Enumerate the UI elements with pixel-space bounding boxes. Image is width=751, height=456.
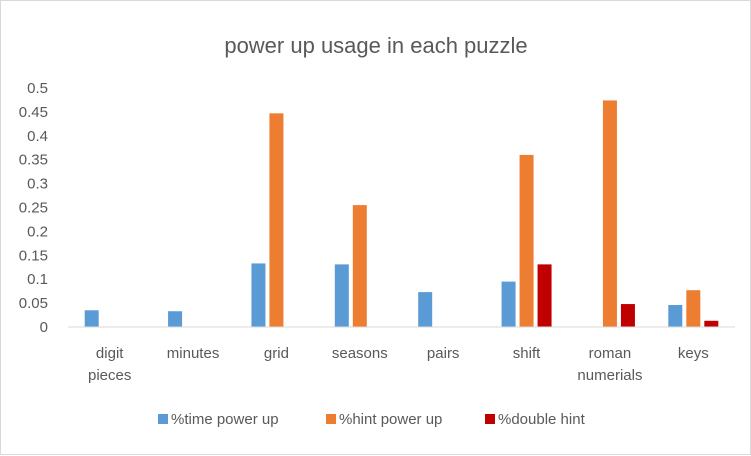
x-tick-label: minutes <box>167 345 220 362</box>
y-tick-label: 0.3 <box>27 176 48 193</box>
bar <box>602 100 617 327</box>
legend-label: %double hint <box>498 411 586 428</box>
bar <box>519 154 534 327</box>
bar <box>501 281 516 327</box>
bar <box>352 205 367 327</box>
bar <box>168 311 183 327</box>
y-tick-label: 0.4 <box>27 128 48 145</box>
legend-swatch <box>485 414 495 424</box>
y-tick-label: 0.2 <box>27 223 48 240</box>
x-tick-label: grid <box>264 345 289 362</box>
bar <box>620 304 635 327</box>
x-axis-ticks: digit pieces minutes grid seasons pairs shift r… <box>88 345 709 384</box>
x-tick-label: pairs <box>427 345 460 362</box>
y-tick-label: 0.35 <box>19 152 48 169</box>
bar <box>537 264 552 327</box>
legend-label: %time power up <box>171 411 279 428</box>
x-tick-label: numerials <box>577 367 642 384</box>
x-tick-label: digit <box>96 345 124 362</box>
legend-label: %hint power up <box>339 411 442 428</box>
y-axis-ticks: 0 0.05 0.1 0.15 0.2 0.25 0.3 0.35 0.4 0.45 0.5 <box>19 80 48 336</box>
bar <box>686 290 701 327</box>
bars <box>84 100 719 327</box>
bar <box>418 292 433 327</box>
x-tick-label: pieces <box>88 367 131 384</box>
bar <box>251 263 266 327</box>
y-tick-label: 0 <box>40 319 48 336</box>
y-tick-label: 0.45 <box>19 104 48 121</box>
chart-title: power up usage in each puzzle <box>224 33 527 58</box>
y-tick-label: 0.05 <box>19 295 48 312</box>
y-tick-label: 0.25 <box>19 200 48 217</box>
x-tick-label: shift <box>513 345 541 362</box>
legend-swatch <box>158 414 168 424</box>
legend-swatch <box>326 414 336 424</box>
bar <box>704 320 719 327</box>
x-tick-label: roman <box>589 345 632 362</box>
bar <box>334 264 349 327</box>
legend: %time power up %hint power up %double hint <box>158 411 586 428</box>
x-tick-label: keys <box>678 345 709 362</box>
y-tick-label: 0.5 <box>27 80 48 97</box>
y-tick-label: 0.1 <box>27 271 48 288</box>
x-tick-label: seasons <box>332 345 388 362</box>
bar <box>668 305 683 327</box>
bar <box>84 310 99 327</box>
y-tick-label: 0.15 <box>19 247 48 264</box>
bar <box>269 113 284 327</box>
